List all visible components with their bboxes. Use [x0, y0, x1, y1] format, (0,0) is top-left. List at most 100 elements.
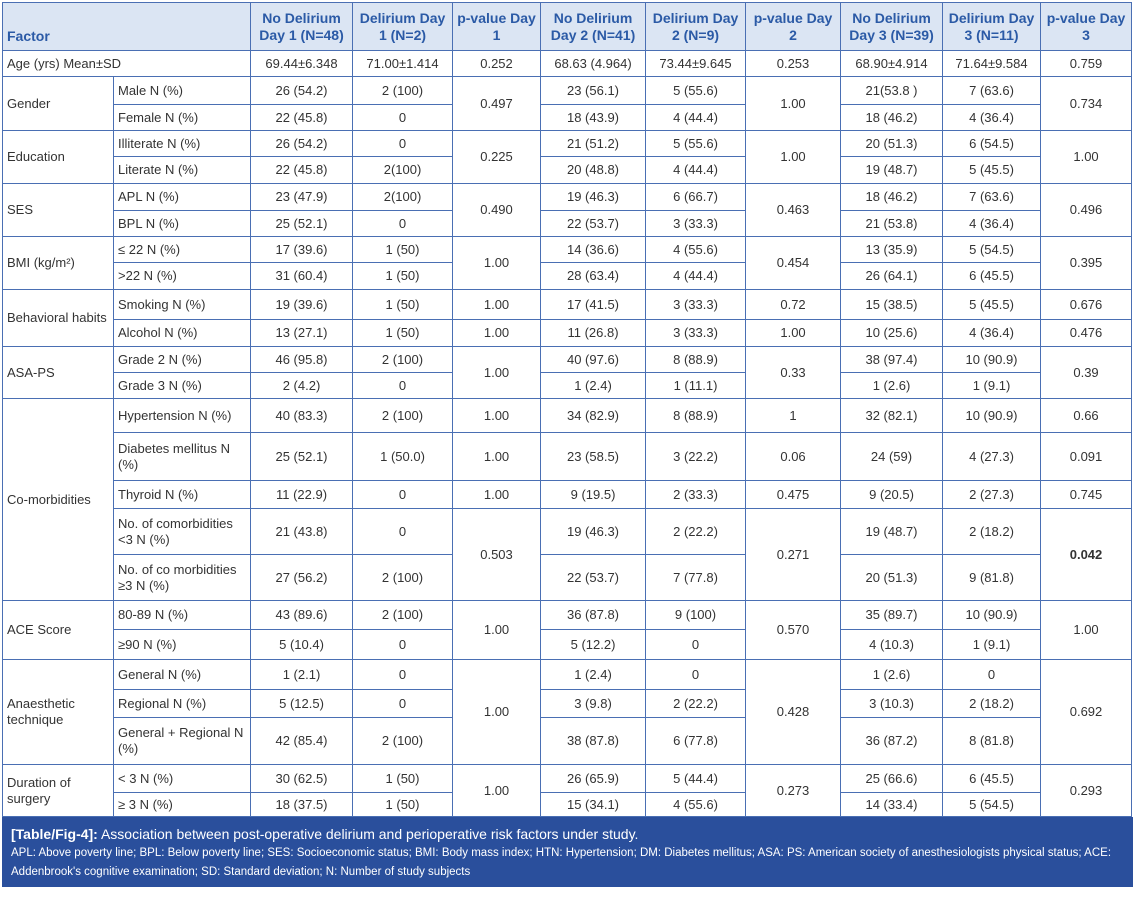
delirium-value: 4 (36.4) [942, 210, 1042, 237]
no-delirium-value: 21 (53.8) [840, 210, 944, 237]
no-delirium-value: 9 (20.5) [840, 480, 944, 509]
p-value: 1.00 [745, 319, 842, 347]
column-header: No Delirium Day 2 (N=41) [540, 2, 647, 51]
column-header: Delirium Day 1 (N=2) [352, 2, 454, 51]
value-cell: 69.44±6.348 [250, 50, 354, 77]
p-value: 1.00 [452, 398, 542, 433]
p-value: 0.33 [745, 346, 842, 399]
no-delirium-value: 13 (27.1) [250, 319, 354, 347]
caption-text: Association between post-operative delir… [97, 826, 639, 842]
p-value: 1.00 [745, 76, 842, 131]
delirium-value: 3 (33.3) [645, 289, 747, 320]
no-delirium-value: 19 (46.3) [540, 508, 647, 555]
no-delirium-value: 13 (35.9) [840, 236, 944, 263]
delirium-value: 6 (66.7) [645, 183, 747, 211]
table-row: Female N (%) 22 (45.8) 0 18 (43.9) 4 (44.4) 1… [3, 104, 1132, 131]
delirium-value: 4 (27.3) [942, 432, 1042, 481]
subfactor-label: ≤ 22 N (%) [112, 236, 252, 263]
p-value: 0.490 [452, 183, 542, 237]
p-value: 1.00 [452, 346, 542, 399]
no-delirium-value: 10 (25.6) [840, 319, 944, 347]
delirium-value: 4 (44.4) [645, 156, 747, 184]
no-delirium-value: 28 (63.4) [540, 262, 647, 290]
subfactor-label: Male N (%) [112, 76, 252, 105]
no-delirium-value: 25 (52.1) [250, 210, 354, 237]
p-value: 0.454 [745, 236, 842, 290]
no-delirium-value: 25 (66.6) [840, 764, 944, 793]
no-delirium-value: 26 (64.1) [840, 262, 944, 290]
no-delirium-value: 5 (10.4) [250, 629, 354, 660]
p-value: 1.00 [452, 432, 542, 481]
no-delirium-value: 42 (85.4) [250, 717, 354, 765]
subfactor-label: Female N (%) [112, 104, 252, 131]
value-cell: 0.253 [745, 50, 842, 77]
column-header: p-value Day 1 [452, 2, 542, 51]
factor-label: BMI (kg/m²) [2, 236, 114, 290]
table-row: Literate N (%) 22 (45.8) 2(100) 20 (48.8) 4 … [3, 156, 1132, 184]
subfactor-label: < 3 N (%) [112, 764, 252, 793]
no-delirium-value: 20 (48.8) [540, 156, 647, 184]
table-row: ≥ 3 N (%) 18 (37.5) 1 (50) 15 (34.1) 4 (55.6… [3, 792, 1132, 817]
p-value: 1.00 [452, 289, 542, 320]
table-row: Regional N (%) 5 (12.5) 0 3 (9.8) 2 (22.2) 3 … [3, 689, 1132, 718]
table-row: No. of co morbidities ≥3 N (%) 27 (56.2) 2… [3, 554, 1132, 601]
subfactor-label: Diabetes mellitus N (%) [112, 432, 252, 481]
value-cell: 71.00±1.414 [352, 50, 454, 77]
table-row: BMI (kg/m²) ≤ 22 N (%) 17 (39.6) 1 (50) 1.00… [2, 236, 1133, 290]
subfactor-label: Regional N (%) [112, 689, 252, 718]
delirium-value: 7 (63.6) [942, 76, 1042, 105]
delirium-value: 0 [352, 480, 454, 509]
delirium-value: 2 (22.2) [645, 689, 747, 718]
delirium-value: 8 (81.8) [942, 717, 1042, 765]
subfactor-label: Grade 3 N (%) [112, 372, 252, 399]
no-delirium-value: 1 (2.1) [250, 659, 354, 690]
column-header: p-value Day 2 [745, 2, 842, 51]
no-delirium-value: 40 (97.6) [540, 346, 647, 373]
factor-label: SES [2, 183, 114, 237]
table-row: ≥90 N (%) 5 (10.4) 0 5 (12.2) 0 4 (10.3) 1 (9.… [3, 629, 1132, 660]
no-delirium-value: 21 (43.8) [250, 508, 354, 555]
delirium-value: 5 (54.5) [942, 792, 1042, 817]
p-value: 1 [745, 398, 842, 433]
delirium-value: 2 (100) [352, 600, 454, 630]
delirium-value: 4 (44.4) [645, 104, 747, 131]
table-row: ACE Score 80-89 N (%) 43 (89.6) 2 (100) 1.00… [2, 600, 1133, 660]
no-delirium-value: 3 (9.8) [540, 689, 647, 718]
delirium-value: 4 (55.6) [645, 792, 747, 817]
no-delirium-value: 18 (37.5) [250, 792, 354, 817]
value-cell: 68.63 (4.964) [540, 50, 647, 77]
factor-label: Age (yrs) Mean±SD [1, 50, 252, 77]
delirium-value: 6 (45.5) [942, 262, 1042, 290]
delirium-value: 0 [352, 508, 454, 555]
delirium-value: 5 (44.4) [645, 764, 747, 793]
p-value: 0.428 [745, 659, 842, 765]
no-delirium-value: 17 (41.5) [540, 289, 647, 320]
delirium-value: 1 (50) [352, 262, 454, 290]
subfactor-label: Hypertension N (%) [112, 398, 252, 433]
delirium-value: 1 (9.1) [942, 372, 1042, 399]
delirium-value: 0 [352, 629, 454, 660]
table-row: Grade 3 N (%) 2 (4.2) 0 1 (2.4) 1 (11.1) 1 (2… [3, 372, 1132, 399]
header-factor: Factor [1, 2, 252, 51]
no-delirium-value: 2 (4.2) [250, 372, 354, 399]
risk-factor-table: Factor No Delirium Day 1 (N=48) Delirium D… [1, 2, 1133, 817]
delirium-value: 9 (81.8) [942, 554, 1042, 601]
subfactor-label: Literate N (%) [112, 156, 252, 184]
table-row: ASA-PS Grade 2 N (%) 46 (95.8) 2 (100) 1.00 4… [2, 346, 1133, 399]
no-delirium-value: 11 (22.9) [250, 480, 354, 509]
subfactor-label: ≥90 N (%) [112, 629, 252, 660]
no-delirium-value: 5 (12.5) [250, 689, 354, 718]
no-delirium-value: 1 (2.4) [540, 659, 647, 690]
delirium-value: 8 (88.9) [645, 346, 747, 373]
delirium-value: 2(100) [352, 156, 454, 184]
no-delirium-value: 18 (46.2) [840, 104, 944, 131]
no-delirium-value: 38 (87.8) [540, 717, 647, 765]
p-value: 1.00 [452, 236, 542, 290]
p-value: 0.497 [452, 76, 542, 131]
delirium-value: 5 (55.6) [645, 76, 747, 105]
p-value: 0.66 [1040, 398, 1133, 433]
factor-label: Education [2, 130, 114, 184]
p-value: 0.745 [1040, 480, 1133, 509]
delirium-value: 10 (90.9) [942, 600, 1042, 630]
caption-label: [Table/Fig-4]: [11, 826, 98, 842]
